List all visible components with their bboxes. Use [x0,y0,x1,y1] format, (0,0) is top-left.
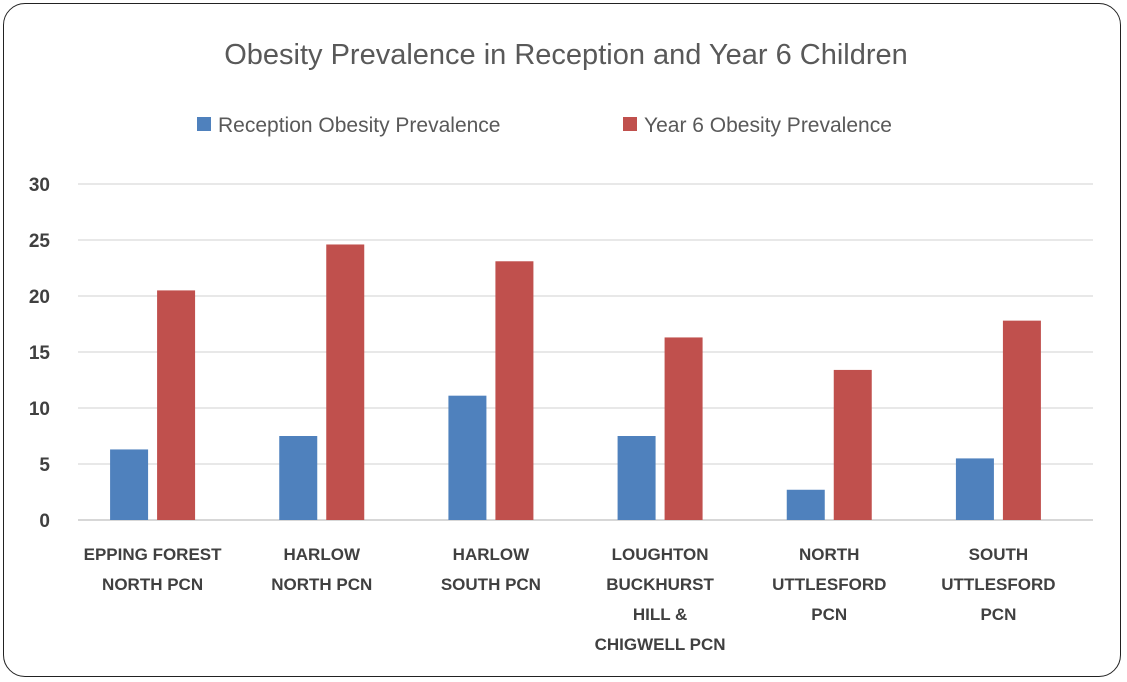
category-label-4-line-4: CHIGWELL PCN [595,635,726,654]
category-label-5-line-3: PCN [811,605,847,624]
y-axis: 0 5 10 15 20 25 30 [29,175,51,532]
bar-year6-1 [157,290,196,520]
chart-title: Obesity Prevalence in Reception and Year… [224,39,908,71]
category-label-6-line-2: UTTLESFORD [941,575,1055,594]
category-label-4-line-2: BUCKHURST [606,575,714,594]
category-label-1-line-2: NORTH PCN [102,575,203,594]
bar-year6-4 [664,337,703,520]
category-label-6-line-1: SOUTH [969,545,1029,564]
category-label-3-line-1: HARLOW [453,545,530,564]
category-label-1-line-1: EPPING FOREST [84,545,223,564]
legend-swatch-1 [197,117,211,131]
y-tick-label: 5 [39,455,50,476]
category-label-5-line-1: NORTH [799,545,859,564]
bar-year6-6 [1002,320,1041,520]
legend-swatch-2 [623,117,637,131]
legend-label-2: Year 6 Obesity Prevalence [644,114,892,137]
bar-year6-5 [833,369,872,520]
category-label-5-line-2: UTTLESFORD [772,575,886,594]
bars [110,244,1041,521]
legend: Reception Obesity Prevalence Year 6 Obesi… [197,114,892,137]
y-tick-label: 20 [29,287,50,308]
bar-reception-6 [955,458,994,520]
y-tick-label: 25 [29,231,51,252]
category-label-4-line-1: LOUGHTON [612,545,709,564]
y-tick-label: 30 [29,175,50,196]
category-label-2-line-2: NORTH PCN [271,575,372,594]
x-axis: EPPING FOREST NORTH PCN HARLOW NORTH PCN HAR… [84,545,1056,654]
category-label-4-line-3: HILL & [633,605,687,624]
bar-reception-4 [617,436,656,520]
y-tick-label: 15 [29,343,51,364]
category-label-6-line-3: PCN [980,605,1016,624]
bar-year6-3 [495,261,534,520]
category-label-3-line-2: SOUTH PCN [441,575,541,594]
bar-reception-2 [279,436,318,520]
bar-reception-5 [786,489,825,520]
y-tick-label: 10 [29,399,50,420]
y-tick-label: 0 [39,511,50,532]
legend-label-1: Reception Obesity Prevalence [218,114,501,137]
category-label-2-line-1: HARLOW [284,545,361,564]
bar-year6-2 [326,244,365,521]
bar-reception-1 [110,449,149,520]
bar-reception-3 [448,395,487,520]
gridlines [78,183,1093,521]
